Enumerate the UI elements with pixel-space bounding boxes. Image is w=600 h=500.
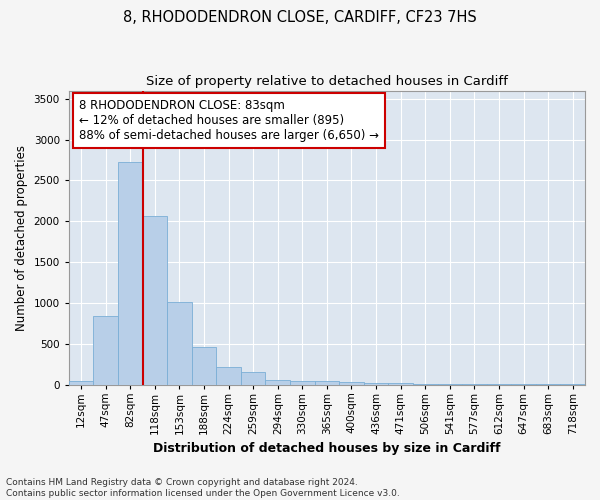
Bar [167, 302, 192, 384]
Text: 8 RHODODENDRON CLOSE: 83sqm
← 12% of detached houses are smaller (895)
88% of se: 8 RHODODENDRON CLOSE: 83sqm ← 12% of det… [79, 100, 379, 142]
Bar [217, 366, 241, 384]
Bar [339, 382, 364, 384]
X-axis label: Distribution of detached houses by size in Cardiff: Distribution of detached houses by size … [153, 442, 500, 455]
Bar [69, 380, 94, 384]
Bar [241, 372, 265, 384]
Bar [94, 316, 118, 384]
Y-axis label: Number of detached properties: Number of detached properties [15, 144, 28, 330]
Text: Contains HM Land Registry data © Crown copyright and database right 2024.
Contai: Contains HM Land Registry data © Crown c… [6, 478, 400, 498]
Bar [364, 383, 388, 384]
Bar [192, 347, 217, 385]
Text: 8, RHODODENDRON CLOSE, CARDIFF, CF23 7HS: 8, RHODODENDRON CLOSE, CARDIFF, CF23 7HS [123, 10, 477, 25]
Title: Size of property relative to detached houses in Cardiff: Size of property relative to detached ho… [146, 75, 508, 88]
Bar [143, 216, 167, 384]
Bar [265, 380, 290, 384]
Bar [290, 381, 314, 384]
Bar [314, 382, 339, 384]
Bar [118, 162, 143, 384]
